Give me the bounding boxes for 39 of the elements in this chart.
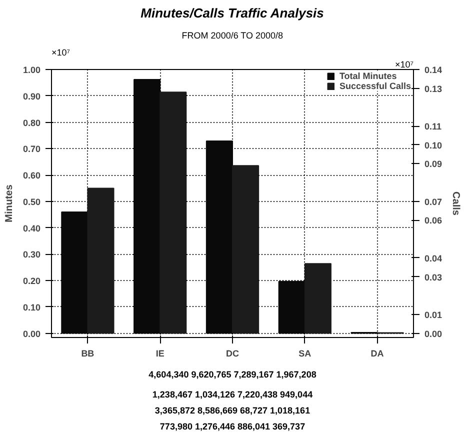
y2-tick-label: 0.04 (424, 253, 442, 264)
y2-tick-label: 0.13 (424, 84, 442, 94)
legend-label: Successful Calls (339, 81, 411, 91)
y2-tick-label: 0.14 (424, 65, 442, 75)
y-tick-label: 0.80 (22, 118, 41, 128)
y-tick-label: 0.50 (22, 196, 41, 207)
y-tick-label: 0.70 (22, 144, 41, 154)
y-tick-label: 0.90 (22, 91, 41, 102)
y2-tick-label: 0.06 (424, 216, 442, 226)
y-tick-label: 0.00 (22, 328, 41, 339)
text: 4,604,340 9,620,765 7,289,167 1,967,208 (148, 370, 316, 380)
y-tick-label: 0.30 (22, 250, 41, 260)
text: 773,980 1,276,446 886,041 369,737 (160, 422, 306, 432)
y-tick-label: 0.20 (22, 276, 41, 286)
y2-tick-label: 0.10 (424, 140, 442, 150)
text: 1,238,467 1,034,126 7,220,438 949,044 (152, 390, 313, 400)
chart-subtitle: FROM 2000/6 TO 2000/8 (182, 30, 284, 40)
chart-title: Minutes/Calls Traffic Analysis (140, 6, 324, 20)
text: ×10⁷ (52, 48, 70, 58)
x-tick-label: BB (81, 348, 95, 358)
legend-label: Total Minutes (339, 71, 397, 81)
y2-tick-label: 0.00 (424, 328, 442, 339)
y2-tick-label: 0.01 (424, 310, 442, 320)
y2-tick-label: 0.07 (424, 196, 442, 207)
y-axis-title: Minutes (4, 184, 15, 222)
x-tick-label: DC (226, 348, 240, 358)
x-tick-label: SA (298, 348, 312, 358)
x-tick-label: DA (370, 348, 384, 358)
x-tick-label: IE (156, 348, 164, 358)
y-tick-label: 0.10 (22, 302, 41, 312)
y2-axis-title: Calls (450, 192, 462, 216)
y-tick-label: 0.40 (22, 223, 41, 234)
y-tick-label: 1.00 (22, 65, 41, 75)
text: 3,365,872 8,586,669 68,727 1,018,161 (154, 406, 310, 416)
y2-tick-label: 0.03 (424, 272, 442, 282)
y2-tick-label: 0.09 (424, 159, 442, 170)
annotation: ×10⁷ (394, 60, 414, 70)
y-tick-label: 0.60 (22, 170, 41, 181)
y2-tick-label: 0.11 (424, 122, 442, 132)
